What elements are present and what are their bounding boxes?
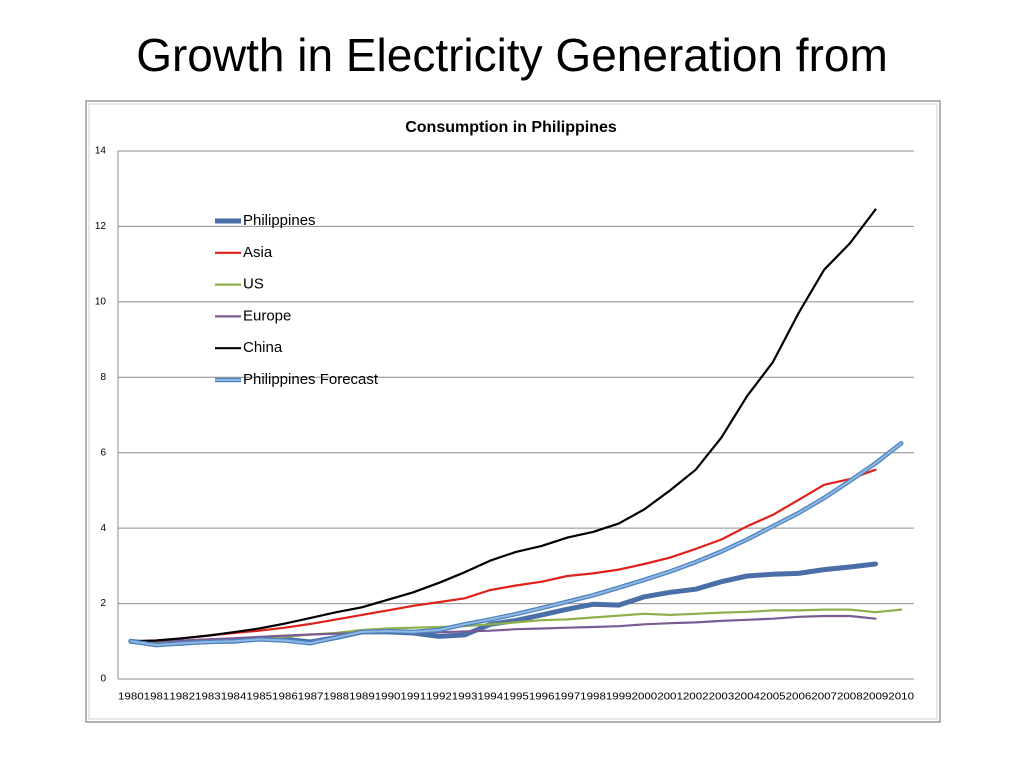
series-line xyxy=(129,468,877,643)
series-line xyxy=(129,208,877,643)
x-tick-label: 2009 xyxy=(863,692,889,703)
y-tick-label: 8 xyxy=(100,372,106,383)
x-tick-label: 2007 xyxy=(811,692,837,703)
x-tick-label: 2000 xyxy=(632,692,658,703)
x-tick-label: 2003 xyxy=(709,692,735,703)
x-tick-label: 1980 xyxy=(118,692,144,703)
x-tick-label: 2001 xyxy=(657,692,683,703)
x-tick-label: 1991 xyxy=(400,692,426,703)
x-tick-label: 1992 xyxy=(426,692,452,703)
x-tick-label: 1983 xyxy=(195,692,221,703)
y-tick-label: 4 xyxy=(100,523,106,534)
x-tick-label: 2005 xyxy=(760,692,786,703)
y-tick-label: 6 xyxy=(100,447,106,458)
y-tick-label: 14 xyxy=(95,146,107,157)
slide-title: Growth in Electricity Generation from xyxy=(136,29,888,81)
x-tick-label: 1995 xyxy=(503,692,529,703)
x-tick-label: 1989 xyxy=(349,692,375,703)
x-tick-label: 1988 xyxy=(323,692,349,703)
x-tick-label: 1997 xyxy=(555,692,581,703)
x-tick-label: 1981 xyxy=(144,692,170,703)
y-tick-label: 0 xyxy=(100,674,106,685)
x-tick-label: 1984 xyxy=(221,692,247,703)
x-tick-label: 1998 xyxy=(580,692,606,703)
chart-title: Consumption in Philippines xyxy=(405,119,617,136)
x-tick-label: 1999 xyxy=(606,692,632,703)
chart-frame-inner xyxy=(88,103,938,720)
x-tick-label: 1985 xyxy=(246,692,272,703)
x-tick-label: 2008 xyxy=(837,692,863,703)
legend-label: US xyxy=(243,276,264,293)
y-tick-label: 12 xyxy=(95,221,107,232)
legend-label: Philippines xyxy=(243,212,316,229)
legend-label: Asia xyxy=(243,244,273,261)
x-tick-label: 1994 xyxy=(477,692,503,703)
y-tick-label: 2 xyxy=(100,598,106,609)
x-tick-label: 2002 xyxy=(683,692,709,703)
legend-label: Philippines Forecast xyxy=(243,371,379,388)
x-tick-label: 2004 xyxy=(734,692,760,703)
legend-label: Europe xyxy=(243,307,291,324)
x-tick-label: 1993 xyxy=(452,692,478,703)
x-tick-label: 2006 xyxy=(786,692,812,703)
x-tick-label: 1987 xyxy=(298,692,324,703)
series-line xyxy=(129,614,877,643)
y-tick-label: 10 xyxy=(95,296,107,307)
x-tick-label: 1996 xyxy=(529,692,555,703)
legend-label: China xyxy=(243,339,283,356)
x-tick-label: 2010 xyxy=(888,692,914,703)
series-line xyxy=(129,442,903,647)
x-tick-label: 1982 xyxy=(169,692,195,703)
x-tick-label: 1990 xyxy=(375,692,401,703)
x-tick-label: 1986 xyxy=(272,692,298,703)
